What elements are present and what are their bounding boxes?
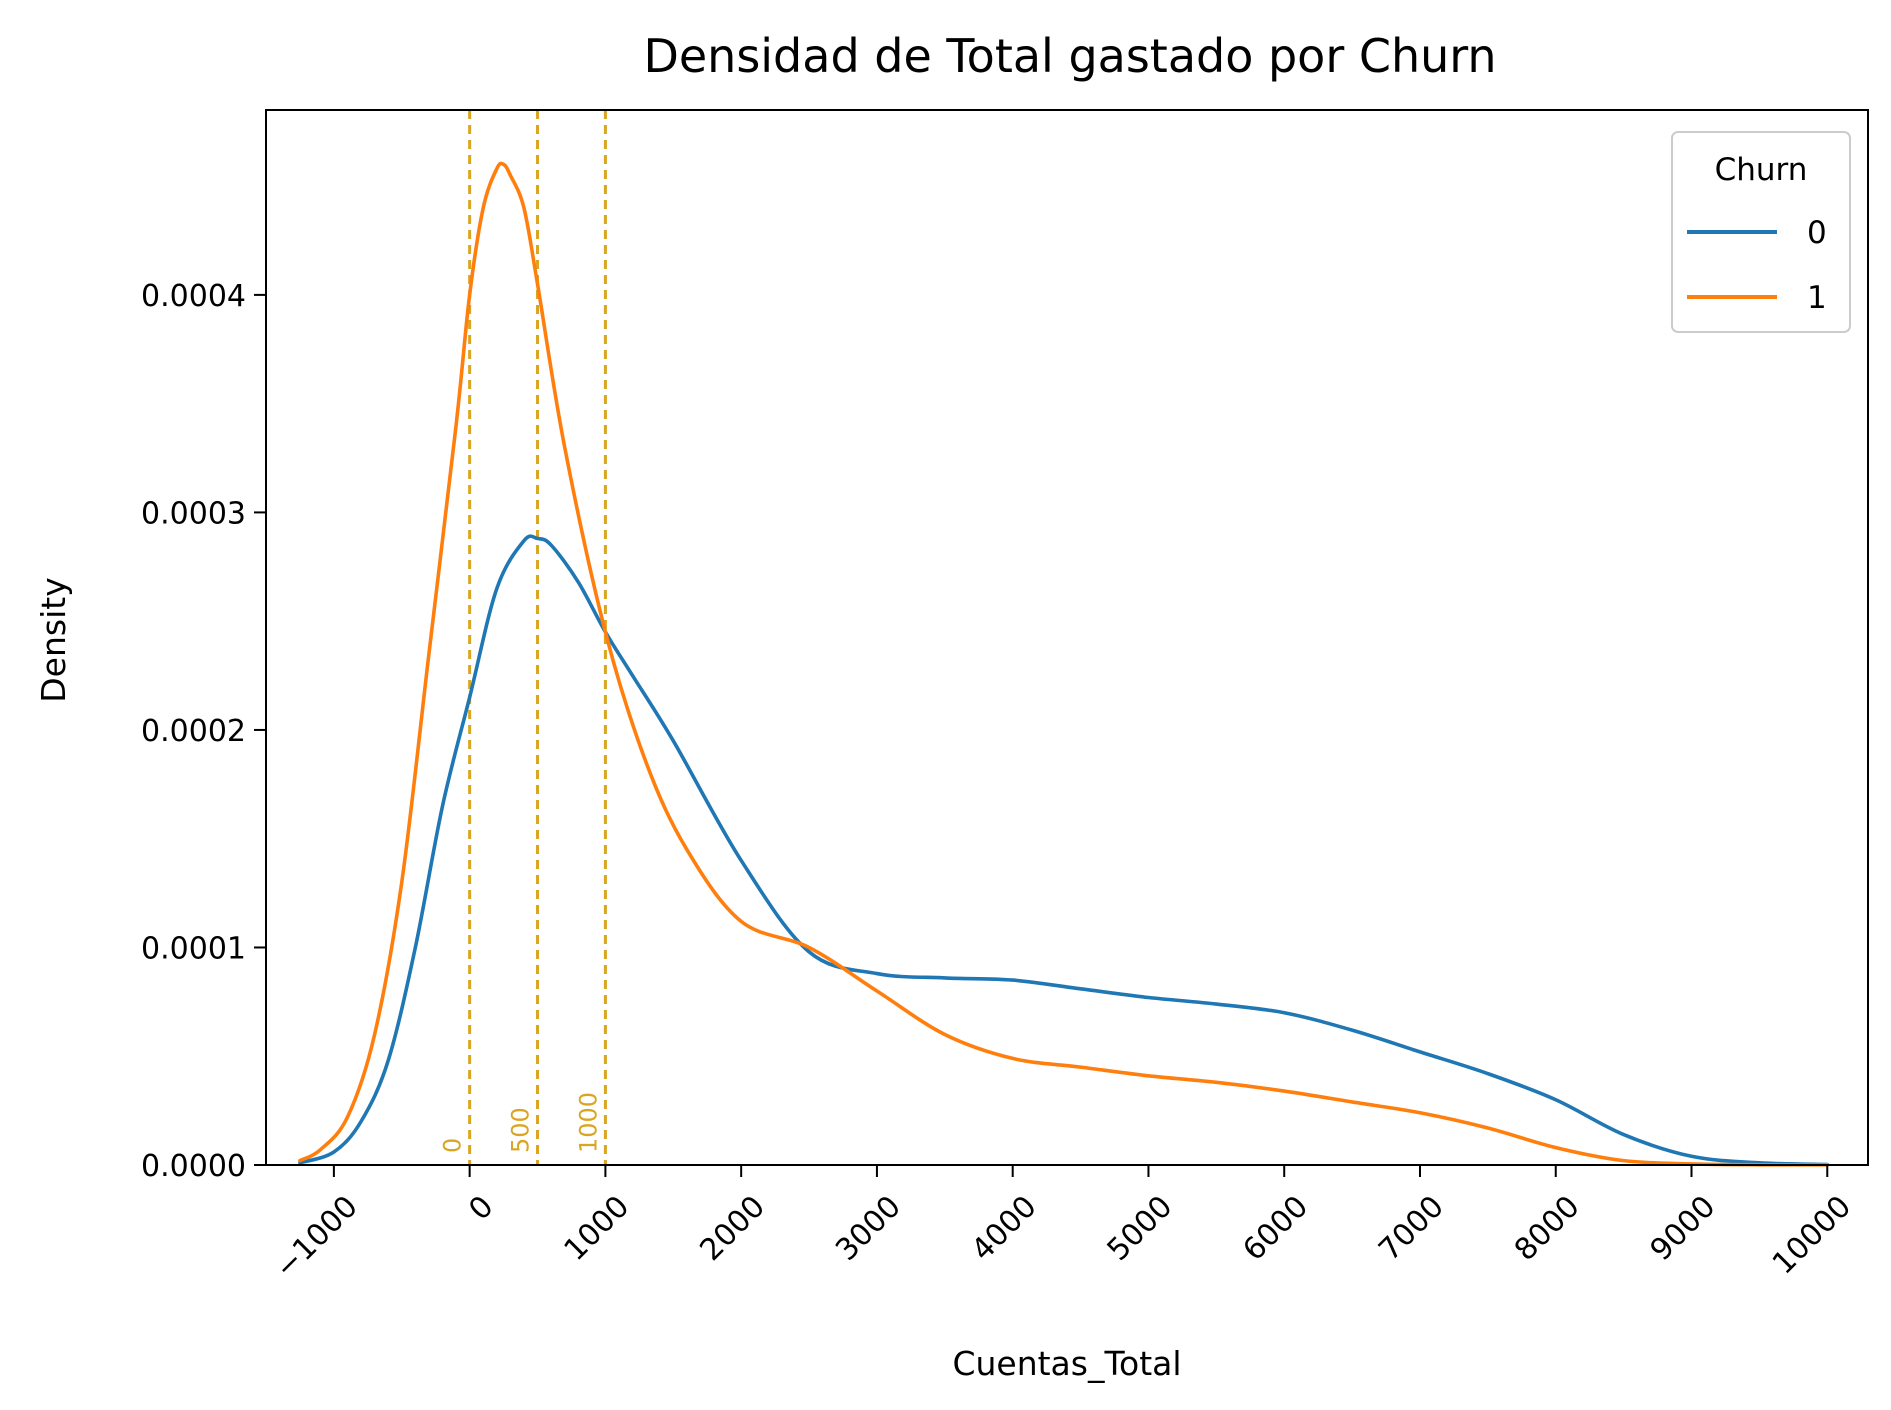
legend-title: Churn xyxy=(1715,152,1808,188)
plot-frame xyxy=(265,109,1869,1166)
x-tick-label: 6000 xyxy=(1236,1189,1315,1268)
series-lines xyxy=(298,161,1830,1167)
y-tick-label: 0.0004 xyxy=(141,279,246,314)
x-tick-label: 8000 xyxy=(1508,1189,1587,1268)
y-tick-label: 0.0002 xyxy=(141,714,246,749)
y-tick-label: 0.0001 xyxy=(141,931,246,966)
legend-entry-label: 1 xyxy=(1807,280,1827,316)
reference-line-label: 0 xyxy=(439,1138,467,1153)
y-tick-label: 0.0003 xyxy=(141,496,246,531)
reference-line-label: 1000 xyxy=(574,1092,602,1153)
x-tick-label: 0 xyxy=(462,1189,500,1227)
x-tick-label: 1000 xyxy=(558,1189,637,1268)
x-tick-label: 2000 xyxy=(693,1189,772,1268)
legend-items: 01 xyxy=(1687,215,1827,316)
x-tick-label: 9000 xyxy=(1644,1189,1723,1268)
series-line-churn-0 xyxy=(298,534,1830,1167)
x-tick-label: 4000 xyxy=(965,1189,1044,1268)
x-axis-ticks: −1000 0 1000 2000 3000 4000 5000 6000 7000 8000 90… xyxy=(268,1165,1858,1286)
y-axis-ticks: 0.0000 0.0001 0.0002 0.0003 0.0004 xyxy=(141,279,266,1184)
reference-line-label: 500 xyxy=(507,1107,535,1153)
chart-title: Densidad de Total gastado por Churn xyxy=(643,29,1496,83)
x-tick-label: 7000 xyxy=(1372,1189,1451,1268)
y-tick-label: 0.0000 xyxy=(141,1149,246,1184)
reference-lines: 0 500 1000 xyxy=(439,110,607,1165)
series-line-churn-1 xyxy=(298,161,1830,1167)
x-tick-label: 10000 xyxy=(1766,1189,1858,1281)
x-tick-label: −1000 xyxy=(268,1189,365,1286)
legend: Churn 01 xyxy=(1671,131,1851,333)
legend-entry-label: 0 xyxy=(1807,215,1827,251)
x-tick-label: 5000 xyxy=(1101,1189,1180,1268)
x-axis-label: Cuentas_Total xyxy=(952,1344,1181,1383)
x-tick-label: 3000 xyxy=(829,1189,908,1268)
y-axis-label: Density xyxy=(34,577,73,702)
